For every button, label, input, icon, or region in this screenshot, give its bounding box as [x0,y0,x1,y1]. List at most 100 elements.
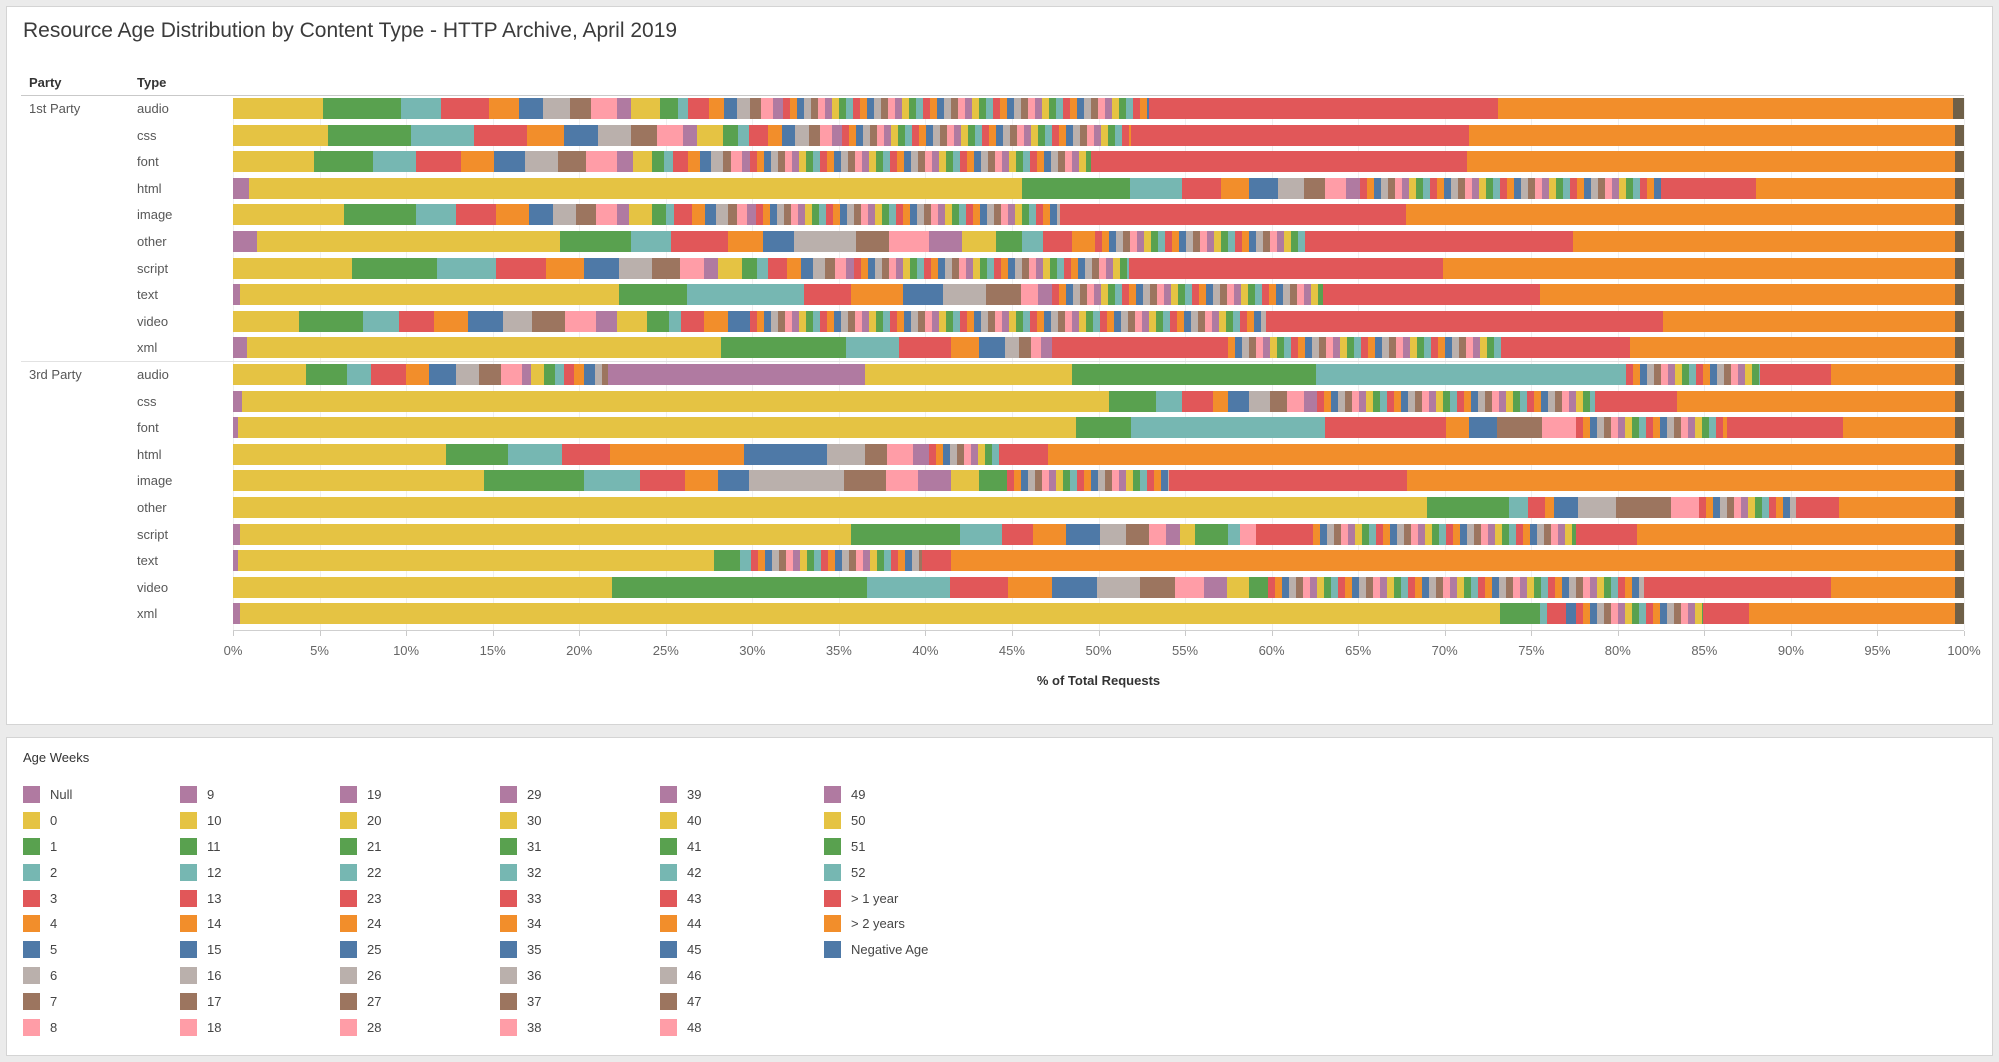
bar-segment[interactable] [1496,417,1542,439]
bar-segment[interactable] [473,124,528,146]
bar-segment-stripes[interactable] [1006,470,1170,492]
bar-segment[interactable] [1129,177,1182,199]
bar-segment[interactable] [631,231,671,252]
legend-item-negative-age[interactable]: Negative Age [824,937,928,963]
bar-segment[interactable] [575,204,597,226]
bar-segment[interactable] [885,470,919,492]
bar-segment[interactable] [233,550,239,572]
bar-segment[interactable] [1955,523,1964,545]
legend-item-44[interactable]: 44 [660,911,701,937]
bar-segment[interactable] [750,98,761,119]
bar-segment[interactable] [1139,576,1175,598]
bar-segment[interactable] [1001,523,1033,545]
bar-segment[interactable] [850,523,960,545]
bar-segment[interactable] [1148,523,1166,545]
bar-segment-stripes[interactable] [1051,284,1324,306]
bar-segment[interactable] [746,204,756,226]
bar-segment[interactable] [795,124,810,146]
legend-item-50[interactable]: 50 [824,808,928,834]
bar-segment-stripes[interactable] [783,98,1149,119]
legend-item-20[interactable]: 20 [340,808,381,834]
bar-segment[interactable] [1221,177,1250,199]
legend-item-13[interactable]: 13 [180,885,221,911]
bar-segment[interactable] [238,417,1076,439]
bar-segment[interactable] [651,257,680,279]
bar-segment[interactable] [1726,417,1843,439]
legend-item-46[interactable]: 46 [660,963,701,989]
bar-segment[interactable] [727,204,737,226]
bar-segment[interactable] [663,151,673,173]
bar-segment[interactable] [1671,497,1700,518]
bar-segment[interactable] [1345,177,1360,199]
bar-segment[interactable] [1048,443,1956,465]
bar-segment[interactable] [239,523,851,545]
bar-segment[interactable] [949,576,1009,598]
legend-item-51[interactable]: 51 [824,834,928,860]
bar-segment[interactable] [546,257,585,279]
legend-item-11[interactable]: 11 [180,834,221,860]
legend-item-37[interactable]: 37 [500,988,541,1014]
bar-segment[interactable] [1955,603,1964,625]
bar-segment[interactable] [1955,124,1964,146]
legend-item-8[interactable]: 8 [23,1014,72,1040]
bar-segment[interactable] [700,151,711,173]
bar-segment[interactable] [233,470,484,492]
bar-segment[interactable] [1278,177,1305,199]
bar-segment[interactable] [1468,417,1497,439]
bar-segment[interactable] [591,98,618,119]
bar-segment[interactable] [1004,337,1019,359]
bar-segment[interactable] [979,337,1005,359]
bar-segment[interactable] [1091,151,1468,173]
bar-segment[interactable] [1072,231,1095,252]
bar-segment[interactable] [681,310,704,332]
bar-segment[interactable] [1255,523,1307,545]
bar-segment[interactable] [1676,390,1956,412]
bar-segment[interactable] [233,443,446,465]
bar-segment[interactable] [598,124,632,146]
bar-segment[interactable] [1955,310,1964,332]
bar-segment[interactable] [489,98,519,119]
legend-item-29[interactable]: 29 [500,782,541,808]
legend-item-null[interactable]: Null [23,782,72,808]
bar-segment[interactable] [1018,337,1031,359]
legend-item-49[interactable]: 49 [824,782,928,808]
bar-segment[interactable] [899,337,952,359]
bar-segment[interactable] [343,204,417,226]
bar-segment[interactable] [1955,284,1964,306]
bar-segment[interactable] [845,337,900,359]
legend-item-14[interactable]: 14 [180,911,221,937]
bar-segment[interactable] [1037,284,1052,306]
bar-segment[interactable] [1065,523,1101,545]
bar-segment[interactable] [632,151,652,173]
legend-item-52[interactable]: 52 [824,859,928,885]
bar-segment[interactable] [406,364,429,385]
bar-segment[interactable] [528,204,554,226]
bar-segment[interactable] [570,98,592,119]
bar-segment[interactable] [233,364,306,385]
bar-segment[interactable] [866,576,950,598]
legend-item--1-year[interactable]: > 1 year [824,885,928,911]
legend-item-40[interactable]: 40 [660,808,701,834]
bar-segment[interactable] [248,177,1023,199]
legend-item-30[interactable]: 30 [500,808,541,834]
bar-segment-stripes[interactable] [1626,364,1760,385]
bar-segment[interactable] [717,470,749,492]
bar-segment[interactable] [1003,443,1049,465]
bar-segment[interactable] [246,337,722,359]
bar-segment[interactable] [1539,284,1956,306]
bar-segment[interactable] [1051,337,1222,359]
bar-segment[interactable] [1615,497,1672,518]
bar-segment[interactable] [233,310,299,332]
bar-segment[interactable] [494,151,526,173]
bar-segment-stripes[interactable] [842,124,1132,146]
legend-item-36[interactable]: 36 [500,963,541,989]
bar-segment[interactable] [1075,417,1132,439]
bar-segment[interactable] [781,124,796,146]
legend-item-25[interactable]: 25 [340,937,381,963]
bar-segment[interactable] [703,310,728,332]
bar-segment[interactable] [1539,603,1547,625]
bar-segment[interactable] [1955,204,1964,226]
bar-segment[interactable] [428,364,457,385]
bar-segment[interactable] [1576,523,1637,545]
bar-segment[interactable] [1306,231,1573,252]
